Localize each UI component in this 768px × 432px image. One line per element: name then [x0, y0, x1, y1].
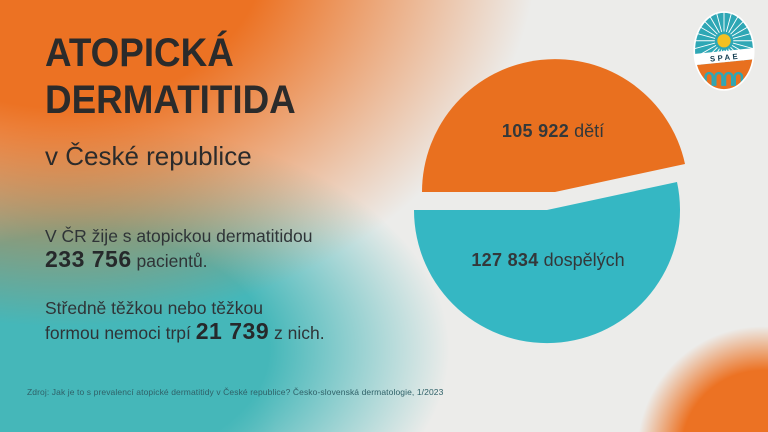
stat-severe-number: 21 739 [195, 318, 270, 344]
page-title: ATOPICKÁ DERMATITIDA [45, 30, 296, 124]
stat-severe-post: z nich. [274, 323, 325, 343]
pie-chart-svg [413, 59, 685, 344]
stat-severe-line-1: Středně těžkou nebo těžkou [45, 298, 263, 318]
pie-slice-children [422, 59, 685, 192]
logo-banner [694, 47, 754, 66]
stat-severe-patients: Středně těžkou nebo těžkou formou nemoci… [45, 297, 325, 345]
pie-chart: 105 922 dětí 127 834 dospělých [398, 50, 718, 350]
stat-total-patients-intro: V ČR žije s atopickou dermatitidou [45, 226, 313, 246]
spae-logo-svg: SPAE [693, 11, 755, 91]
pie-label-children-value: 105 922 [501, 121, 570, 141]
logo-letters: SPAE [710, 52, 741, 64]
source-citation: Zdroj: Jak je to s prevalencí atopické d… [27, 387, 444, 397]
stat-total-patients-line: 233 756 pacientů. [45, 248, 312, 273]
sun-icon [717, 34, 731, 48]
wave-arches-icon [704, 71, 744, 86]
title-line-2: DERMATITIDA [45, 78, 296, 122]
stat-severe-pre: formou nemoci trpí [45, 323, 191, 343]
spae-logo: SPAE [693, 11, 755, 91]
stat-total-patients-suffix: pacientů. [136, 251, 208, 271]
stat-severe-line-2: formou nemoci trpí 21 739 z nich. [45, 320, 325, 345]
stat-total-patients-number: 233 756 [45, 246, 132, 272]
pie-label-children: 105 922 dětí [403, 121, 703, 142]
pie-slice-adults [413, 182, 680, 344]
page-subtitle: v České republice [45, 141, 252, 171]
logo-ground [694, 59, 754, 90]
stat-total-patients: V ČR žije s atopickou dermatitidou 233 7… [45, 225, 312, 273]
pie-label-adults: 127 834 dospělých [398, 250, 698, 271]
pie-label-adults-value: 127 834 [471, 250, 539, 270]
pie-label-children-text: dětí [574, 121, 605, 141]
pie-label-adults-text: dospělých [543, 250, 625, 270]
title-line-1: ATOPICKÁ [45, 31, 234, 75]
logo-outline [693, 11, 755, 91]
